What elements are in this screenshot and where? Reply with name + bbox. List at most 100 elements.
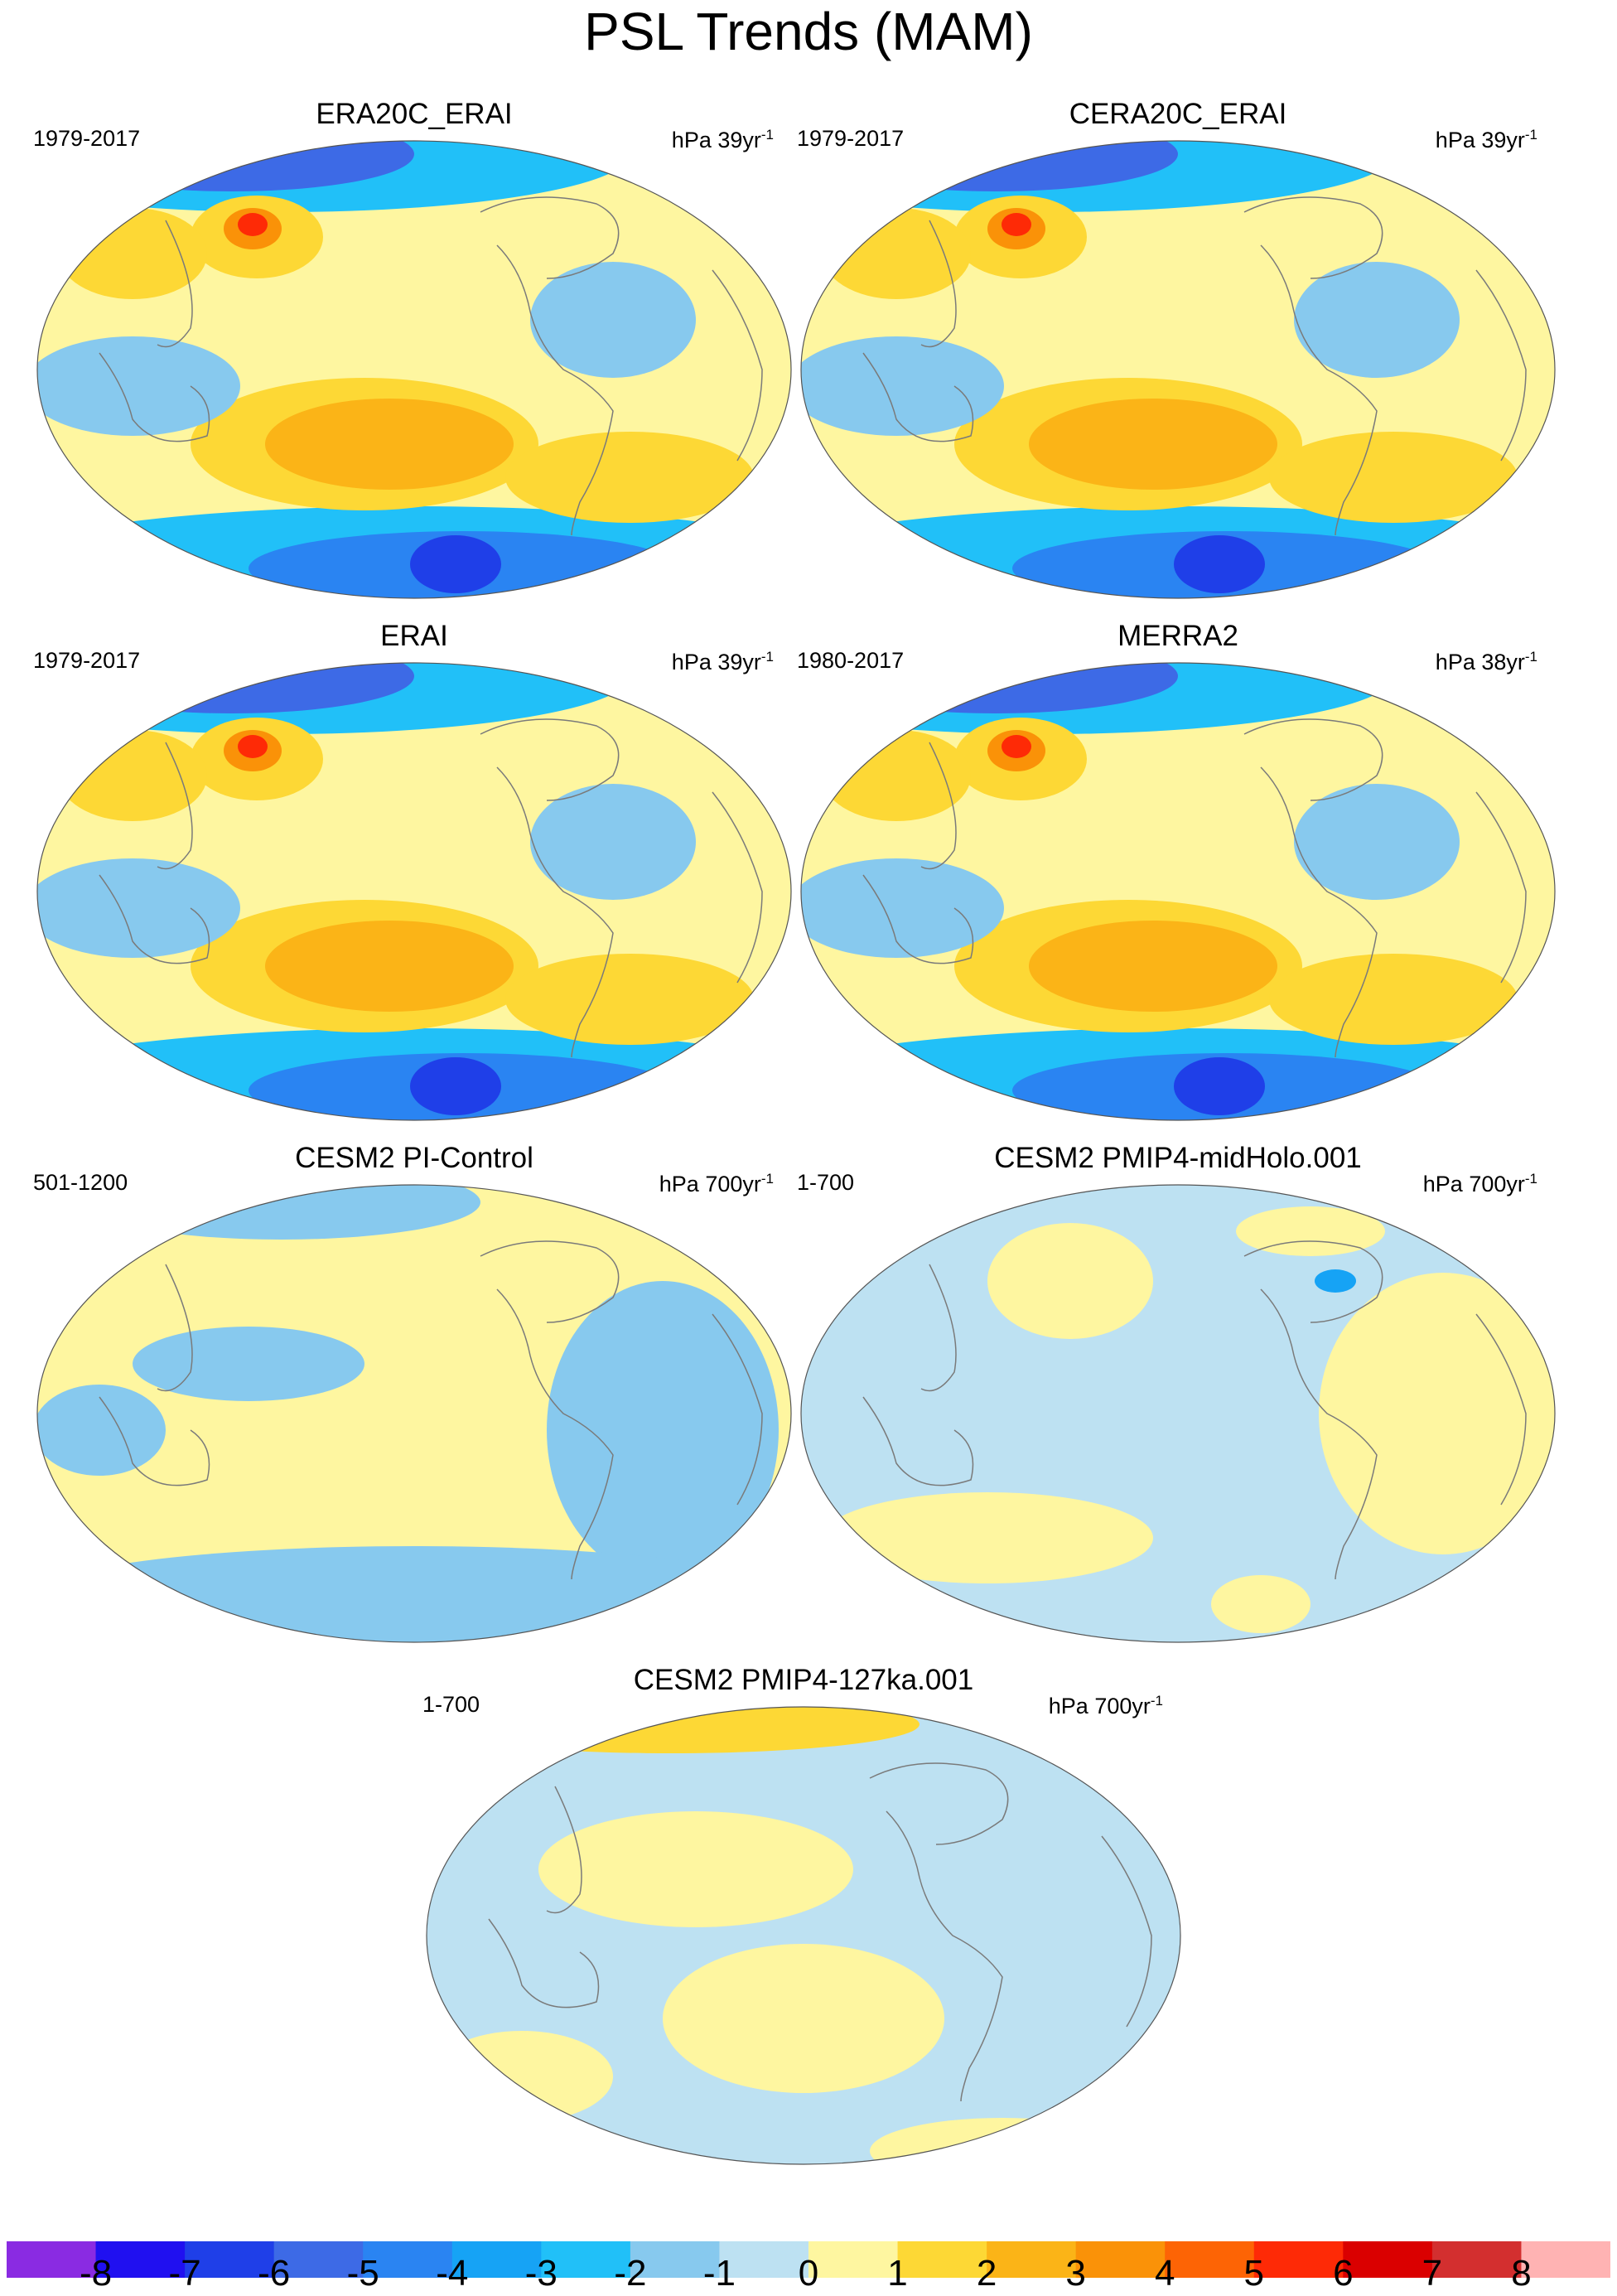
colorbar-tick-label: -4 <box>436 2253 469 2294</box>
coastline <box>1475 269 1527 462</box>
colorbar-swatch <box>1253 2241 1344 2278</box>
coastline <box>480 718 620 801</box>
coastline <box>1243 718 1383 801</box>
colorbar-tick-label: 3 <box>1065 2253 1086 2294</box>
positive-anomaly-region <box>1002 213 1031 236</box>
negative-anomaly-region <box>37 1546 791 1642</box>
positive-anomaly-region <box>265 399 514 490</box>
positive-anomaly-region <box>265 921 514 1012</box>
colorbar-swatch <box>273 2241 364 2278</box>
colorbar-tick-label: 7 <box>1422 2253 1443 2294</box>
positive-anomaly-region <box>1029 921 1277 1012</box>
coastline <box>480 196 620 279</box>
negative-anomaly-region <box>530 784 696 900</box>
negative-anomaly-region <box>801 336 1004 436</box>
panel-units: hPa 700yr-1 <box>1049 1694 1163 1718</box>
colorbar-tick-label: -6 <box>258 2253 291 2294</box>
positive-anomaly-region <box>238 213 268 236</box>
positive-anomaly-region <box>1211 1575 1310 1633</box>
panel-units-text: hPa 39yr <box>1435 128 1525 152</box>
panel-title: ERAI <box>380 620 448 652</box>
panel-title: MERRA2 <box>1117 620 1238 652</box>
map-panel: CERA20C_ERAI 1979-2017 hPa 39yr-1 <box>797 99 1559 630</box>
colorbar-tick-label: -1 <box>702 2253 736 2294</box>
positive-anomaly-region <box>431 2031 613 2122</box>
map-panel: CESM2 PMIP4-127ka.001 1-700 hPa 700yr-1 <box>422 1665 1185 2196</box>
coastline <box>920 742 957 870</box>
negative-anomaly-region <box>801 858 1004 958</box>
map <box>800 662 1556 1121</box>
panel-units-exponent: -1 <box>1150 1693 1163 1709</box>
colorbar-tick-label: 0 <box>798 2253 819 2294</box>
colorbar-tick-label: 1 <box>887 2253 908 2294</box>
positive-anomaly-region <box>663 1944 944 2093</box>
map-border <box>36 140 792 599</box>
negative-anomaly-region <box>410 1057 501 1115</box>
panel-year-range: 1-700 <box>422 1692 480 1717</box>
positive-anomaly-region <box>505 954 754 1045</box>
coastline <box>862 874 974 964</box>
negative-anomaly-region <box>1294 262 1460 378</box>
colorbar-tick-label: 4 <box>1154 2253 1175 2294</box>
coastline <box>488 1918 600 2008</box>
colorbar-swatch <box>1431 2241 1522 2278</box>
panel-year-range: 501-1200 <box>33 1170 128 1195</box>
panel-title: CESM2 PI-Control <box>295 1142 533 1174</box>
panel-title: ERA20C_ERAI <box>316 98 513 130</box>
coastline <box>1475 791 1527 984</box>
colorbar-swatch <box>541 2241 631 2278</box>
colorbar-swatch <box>719 2241 809 2278</box>
colorbar-tick-label: 6 <box>1333 2253 1354 2294</box>
panel-title: CERA20C_ERAI <box>1069 98 1287 130</box>
map <box>800 140 1556 599</box>
main-title: PSL Trends (MAM) <box>584 2 1033 61</box>
coastline <box>546 1786 582 1914</box>
map-border <box>426 1706 1181 2165</box>
coastline <box>496 1288 614 1580</box>
coastline <box>99 1396 210 1486</box>
coastline <box>157 220 193 348</box>
panel-title: CESM2 PMIP4-127ka.001 <box>633 1664 974 1696</box>
colorbar-swatch <box>1343 2241 1433 2278</box>
colorbar-swatch <box>185 2241 275 2278</box>
coastline <box>99 352 210 442</box>
map <box>36 1184 792 1643</box>
panel-year-range: 1979-2017 <box>797 126 905 151</box>
panel-units: hPa 38yr-1 <box>1436 650 1537 674</box>
coastline <box>480 1240 620 1323</box>
map-panel: MERRA2 1980-2017 hPa 38yr-1 <box>797 621 1559 1152</box>
panel-units-exponent: -1 <box>1524 127 1537 143</box>
colorbar-swatch <box>95 2241 186 2278</box>
coastline <box>496 244 614 536</box>
panel-year-range: 1979-2017 <box>33 648 141 673</box>
panel-units-exponent: -1 <box>1524 649 1537 665</box>
colorbar-labels: -8 -7 -6 -5 -4 -3 -2 -1 0 1 2 3 4 5 6 7 8 <box>0 2255 1617 2292</box>
coastline <box>1101 1835 1152 2028</box>
colorbar-swatch <box>987 2241 1077 2278</box>
colorbar-tick-label: -2 <box>614 2253 647 2294</box>
panel-units-text: hPa 700yr <box>659 1172 761 1196</box>
negative-anomaly-region <box>1294 784 1460 900</box>
coastline <box>869 1762 1009 1845</box>
colorbar-tick-label: -5 <box>346 2253 379 2294</box>
positive-anomaly-region <box>58 208 207 299</box>
panel-units: hPa 39yr-1 <box>672 650 774 674</box>
panel-units-text: hPa 700yr <box>1048 1694 1151 1718</box>
colorbar-tick-label: -8 <box>79 2253 113 2294</box>
coastline <box>862 352 974 442</box>
negative-anomaly-region <box>410 535 501 593</box>
positive-anomaly-region <box>1002 735 1031 758</box>
panel-units-text: hPa 38yr <box>1435 650 1525 674</box>
positive-anomaly-region <box>987 1223 1153 1339</box>
coastline <box>920 220 957 348</box>
positive-anomaly-region <box>822 208 971 299</box>
coastline <box>920 1264 957 1392</box>
panel-units: hPa 700yr-1 <box>1423 1172 1537 1196</box>
colorbar-swatch <box>451 2241 542 2278</box>
positive-anomaly-region <box>1236 1206 1385 1256</box>
map <box>36 140 792 599</box>
colorbar-swatch <box>808 2241 899 2278</box>
coastline <box>1260 766 1378 1058</box>
negative-anomaly-region <box>1174 1057 1265 1115</box>
colorbar-swatch <box>630 2241 720 2278</box>
